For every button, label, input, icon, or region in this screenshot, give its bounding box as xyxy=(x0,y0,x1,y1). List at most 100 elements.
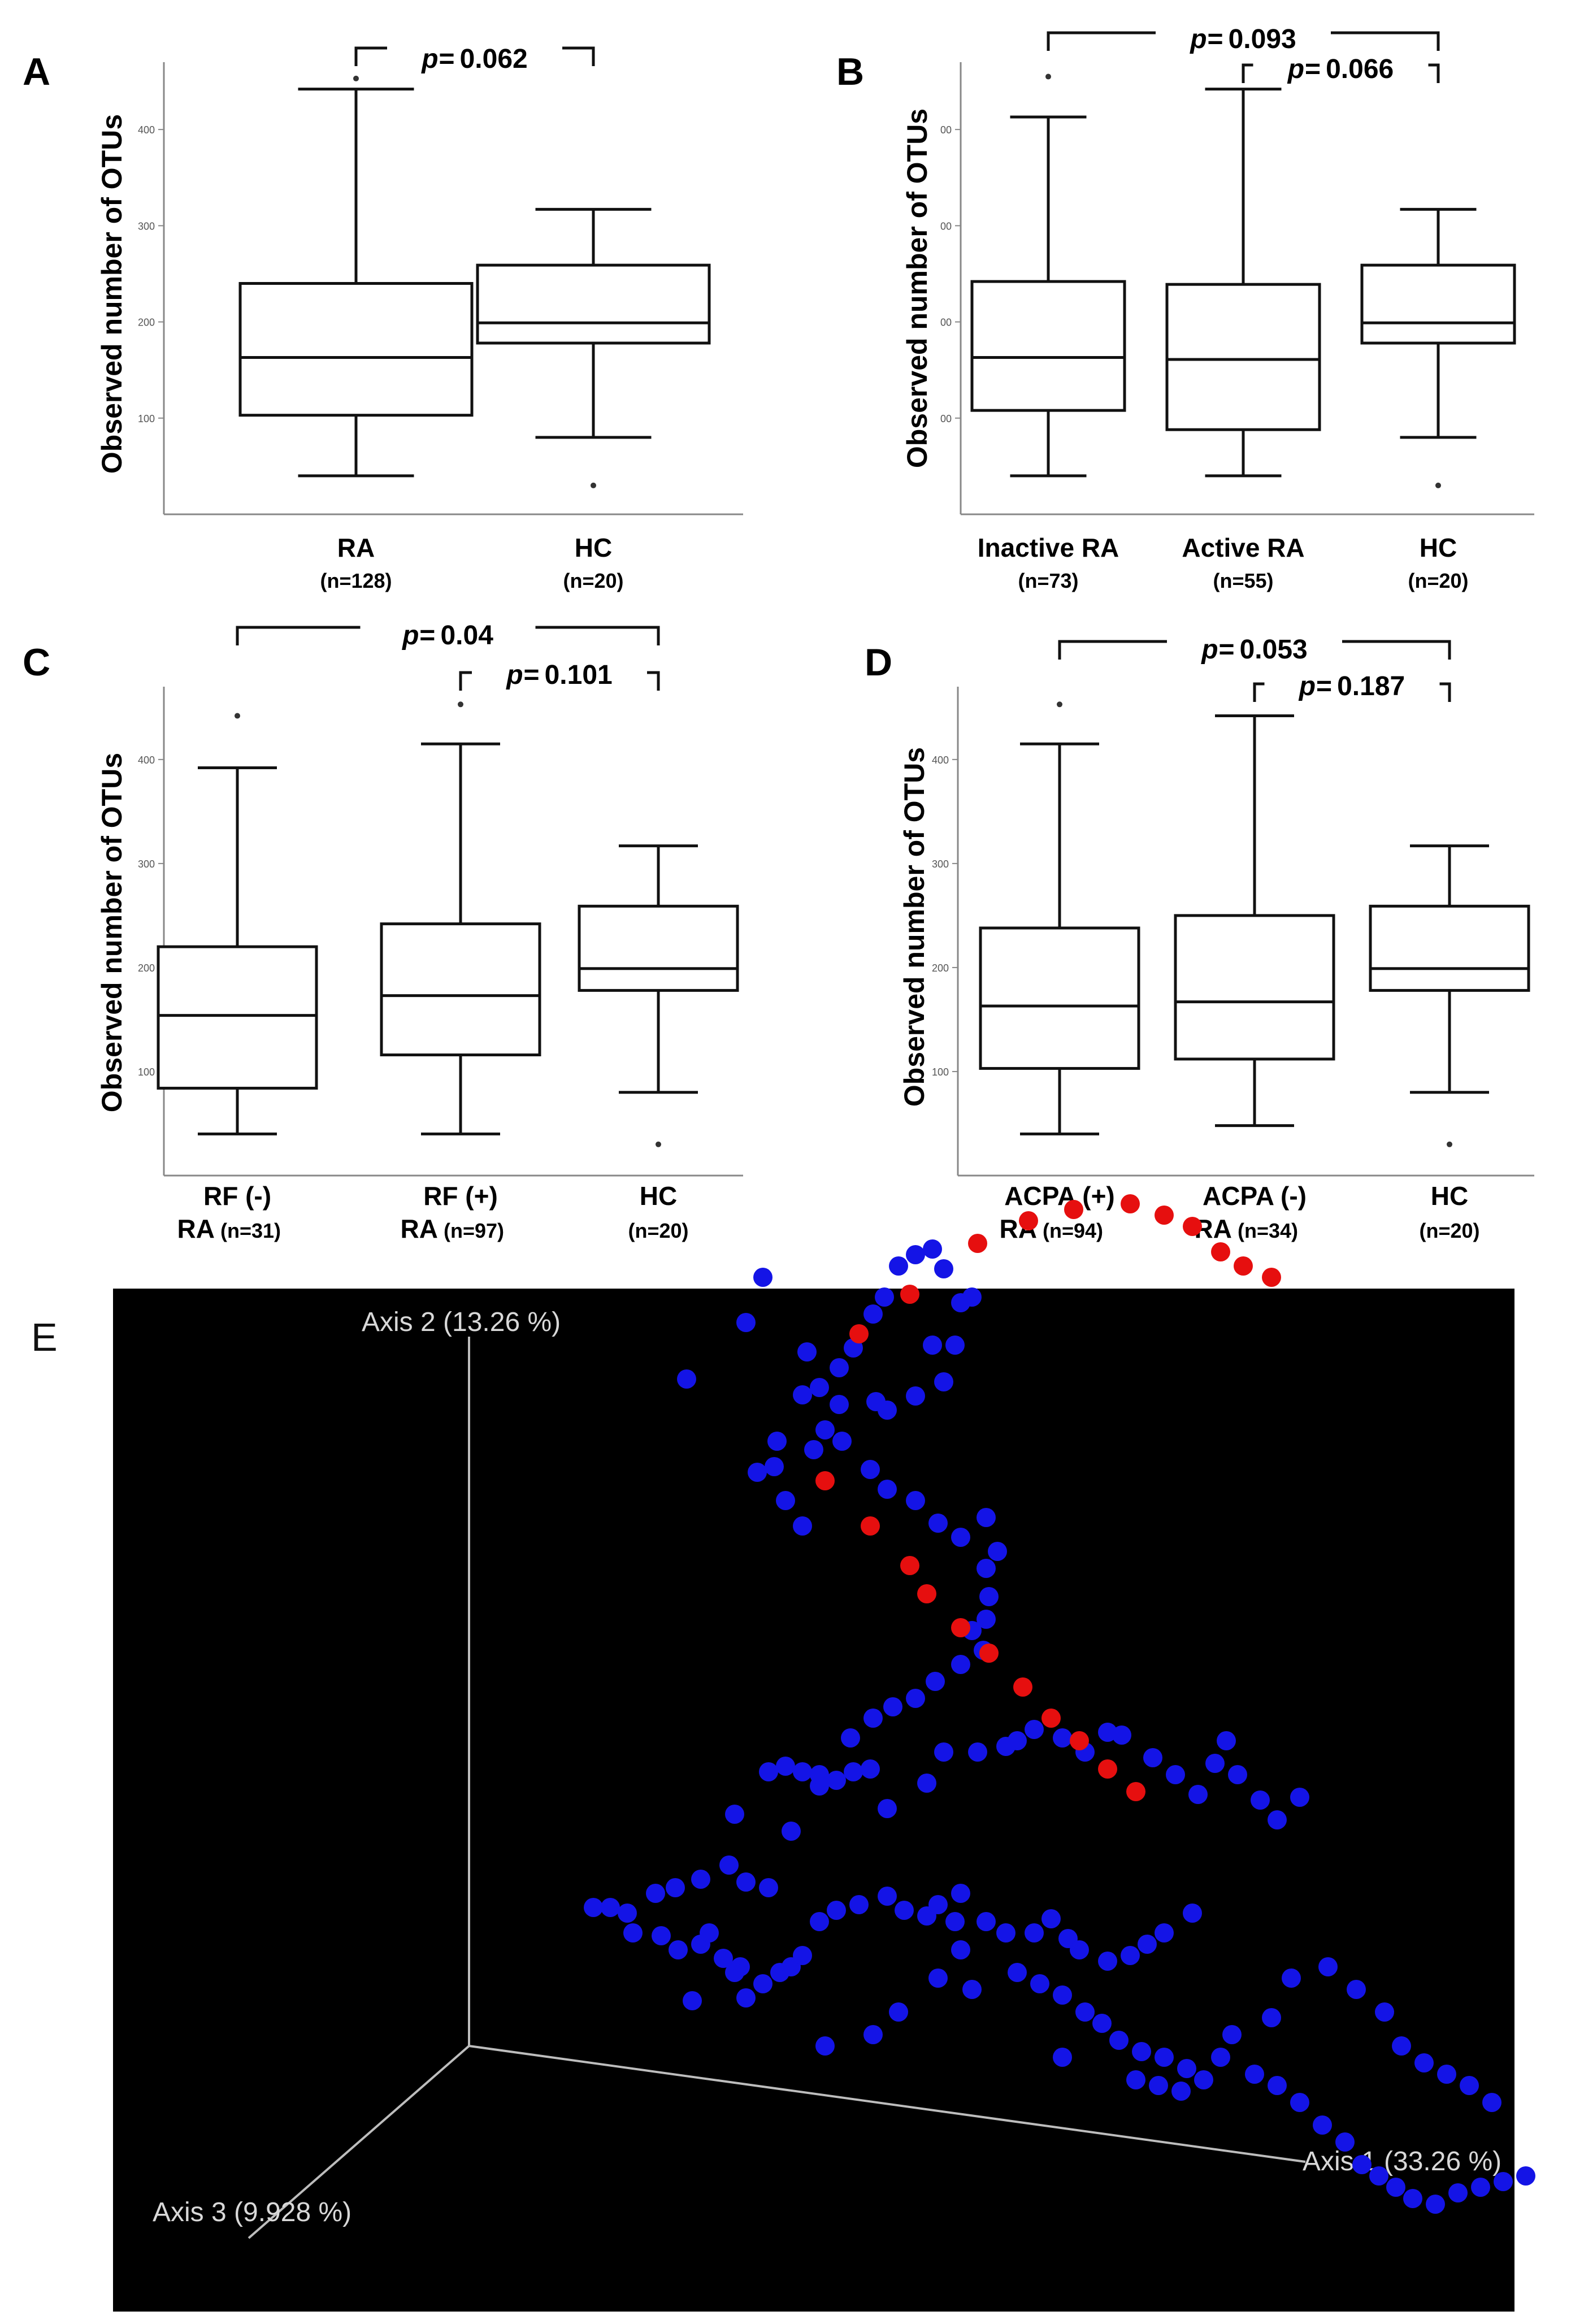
category-label: HC xyxy=(1431,1181,1468,1211)
ra-sample-point xyxy=(815,2036,835,2056)
ra-sample-point xyxy=(759,1878,778,1897)
ra-sample-point xyxy=(1403,2189,1422,2208)
ra-sample-point xyxy=(962,1287,982,1307)
outlier-point xyxy=(458,701,463,708)
hc-sample-point xyxy=(1019,1211,1038,1230)
ra-sample-point xyxy=(1262,2008,1281,2027)
ra-sample-point xyxy=(863,1304,883,1324)
ra-sample-point xyxy=(1290,2093,1309,2112)
outlier-point xyxy=(1447,1141,1452,1147)
significance-bracket-right xyxy=(535,626,660,645)
significance-bracket-right xyxy=(1342,640,1451,660)
ra-sample-point xyxy=(1166,1765,1185,1784)
ra-sample-point xyxy=(1008,1963,1027,1982)
ra-sample-point xyxy=(810,1378,829,1397)
ra-sample-point xyxy=(962,1980,982,1999)
ra-sample-point xyxy=(1194,2070,1213,2089)
outlier-point xyxy=(1045,73,1051,80)
ra-sample-point xyxy=(1149,2076,1168,2095)
outlier-point xyxy=(656,1141,661,1147)
axis1-line xyxy=(468,2045,1306,2163)
hc-sample-point xyxy=(1126,1782,1145,1801)
p-symbol: p= xyxy=(420,44,454,74)
hc-sample-point xyxy=(1211,1242,1230,1261)
ra-sample-point xyxy=(1228,1765,1247,1784)
box-iqr xyxy=(1165,283,1321,431)
significance-bracket-right xyxy=(1439,682,1451,702)
ra-sample-point xyxy=(1282,1969,1301,1988)
ra-sample-point xyxy=(584,1898,603,1917)
category-n-label: (n=31) xyxy=(220,1219,281,1242)
hc-sample-point xyxy=(1183,1217,1202,1236)
ra-sample-point xyxy=(725,1963,744,1982)
ra-sample-point xyxy=(736,1872,756,1892)
y-tick-label: 200 xyxy=(138,317,155,328)
ra-sample-point xyxy=(669,1940,688,1959)
axis1-label: Axis 1 (33.26 %) xyxy=(1303,2147,1501,2176)
ra-sample-point xyxy=(736,1313,756,1332)
significance-bracket-left xyxy=(1242,63,1253,83)
box-iqr xyxy=(970,280,1126,412)
panel-letter: A xyxy=(23,50,50,93)
ra-sample-point xyxy=(827,1771,846,1790)
ra-sample-point xyxy=(810,1765,829,1784)
ra-sample-point xyxy=(1070,1940,1089,1959)
ra-sample-point xyxy=(1251,1790,1270,1810)
ra-sample-point xyxy=(906,1689,925,1708)
ra-sample-point xyxy=(1109,2031,1129,2050)
hc-sample-point xyxy=(979,1644,999,1663)
ra-sample-point xyxy=(878,1799,897,1818)
ra-sample-point xyxy=(1053,1728,1072,1748)
ra-sample-point xyxy=(977,1610,996,1629)
ra-sample-point xyxy=(1414,2053,1434,2072)
ra-sample-point xyxy=(951,1528,970,1547)
hc-sample-point xyxy=(1121,1194,1140,1213)
y-tick-label: 00 xyxy=(940,124,952,136)
outlier-point xyxy=(1057,701,1062,708)
ra-sample-point xyxy=(1126,2070,1145,2089)
category-label: RF (-) xyxy=(203,1181,271,1211)
ra-sample-point xyxy=(830,1395,849,1414)
ra-sample-point xyxy=(1075,2002,1095,2022)
box-iqr xyxy=(238,281,474,417)
y-tick-label: 200 xyxy=(138,962,155,974)
ra-sample-point xyxy=(1290,1788,1309,1807)
ra-sample-point xyxy=(923,1336,942,1355)
ra-sample-point xyxy=(753,1268,773,1287)
category-n-label: (n=128) xyxy=(320,569,392,592)
ra-sample-point xyxy=(1112,1725,1131,1745)
p-value-label: p= 0.066 xyxy=(1287,54,1394,84)
outlier-point xyxy=(235,713,240,719)
ra-sample-point xyxy=(934,1372,953,1391)
ra-sample-point xyxy=(646,1884,665,1903)
ra-sample-point xyxy=(977,1508,996,1527)
p-value: 0.04 xyxy=(440,621,493,651)
ra-sample-point xyxy=(1188,1785,1208,1804)
ra-sample-point xyxy=(1138,1935,1157,1954)
category-n-label: (n=34) xyxy=(1238,1219,1298,1242)
ra-sample-point xyxy=(977,1559,996,1578)
category-label: ACPA (-) xyxy=(1203,1181,1307,1211)
ra-sample-point xyxy=(1268,1810,1287,1829)
ra-sample-point xyxy=(1053,2048,1072,2067)
hc-sample-point xyxy=(1262,1268,1281,1287)
ra-sample-point xyxy=(652,1926,671,1945)
p-value: 0.066 xyxy=(1326,54,1394,84)
ra-sample-point xyxy=(968,1742,987,1762)
ra-sample-point xyxy=(863,1709,883,1728)
y-tick-label: 100 xyxy=(932,1066,949,1078)
ra-sample-point xyxy=(878,1401,897,1420)
ra-sample-point xyxy=(1437,2065,1456,2084)
ra-sample-point xyxy=(1098,1952,1117,1971)
ra-sample-point xyxy=(1041,1909,1061,1928)
ra-sample-point xyxy=(883,1697,902,1716)
ra-sample-point xyxy=(804,1440,823,1459)
category-label-line2: RA xyxy=(401,1214,438,1243)
significance-bracket-right xyxy=(562,46,595,66)
ra-sample-point xyxy=(906,1386,925,1406)
y-tick-label: 00 xyxy=(940,317,952,328)
panel-e: E Axis 2 (13.26 %) Axis 1 (33.26 %) Axis 3 … xyxy=(31,1194,1535,2312)
ra-sample-point xyxy=(895,1901,914,1920)
ra-sample-point xyxy=(1392,2036,1411,2056)
ra-sample-point xyxy=(700,1923,719,1943)
